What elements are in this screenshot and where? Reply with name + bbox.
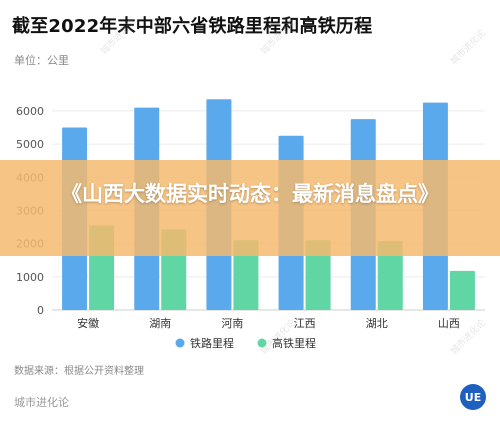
chart-title: 截至2022年末中部六省铁路里程和高铁历程: [12, 16, 373, 37]
x-tick-label: 江西: [294, 317, 316, 330]
x-tick-label: 安徽: [77, 316, 99, 330]
x-tick-label: 山西: [438, 317, 460, 330]
headline-banner: [0, 160, 500, 256]
x-tick-label: 湖南: [149, 317, 171, 330]
legend-label: 高铁里程: [272, 336, 316, 350]
legend-marker: [175, 338, 185, 348]
bar-hsr-3: [305, 240, 331, 310]
y-tick-label: 1000: [16, 271, 44, 284]
x-tick-label: 湖北: [366, 317, 388, 330]
bar-hsr-4: [377, 240, 403, 310]
y-tick-label: 0: [37, 304, 44, 317]
bar-hsr-5: [449, 270, 475, 310]
headline-text: 《山西大数据实时动态：最新消息盘点》: [61, 182, 439, 206]
brand-logo-icon: UE: [460, 384, 486, 410]
y-tick-label: 5000: [16, 138, 44, 151]
bar-hsr-2: [233, 240, 259, 310]
legend-label: 铁路里程: [190, 337, 234, 350]
source-note: 数据来源：根据公开资料整理: [14, 366, 144, 377]
brand-name: 城市进化论: [14, 396, 69, 409]
y-tick-label: 6000: [16, 105, 44, 118]
legend-marker: [257, 338, 267, 348]
unit-label: 单位：公里: [14, 54, 69, 67]
x-tick-label: 河南: [221, 317, 243, 330]
